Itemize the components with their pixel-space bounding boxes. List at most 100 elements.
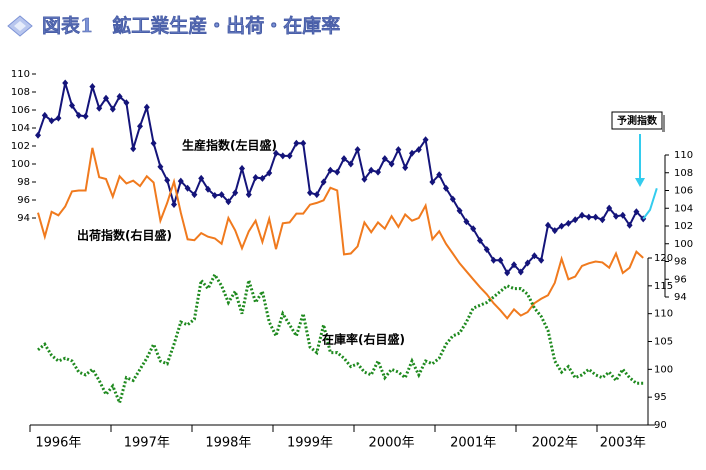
y-tick-label: 102 xyxy=(11,141,30,152)
point-marker xyxy=(35,131,41,139)
point-marker xyxy=(504,269,511,277)
point-marker xyxy=(252,174,259,181)
title-icon xyxy=(7,15,33,37)
point-marker xyxy=(538,256,545,264)
point-marker xyxy=(531,252,538,260)
x-tick-label: 2003年 xyxy=(600,436,646,451)
point-marker xyxy=(361,175,368,183)
point-marker xyxy=(245,191,252,199)
point-marker xyxy=(606,204,613,212)
point-marker xyxy=(456,207,463,215)
point-marker xyxy=(599,216,606,224)
point-marker xyxy=(368,166,375,174)
y-tick-label: 94 xyxy=(17,213,30,224)
point-marker xyxy=(422,136,429,144)
series-label: 生産指数(左目盛) xyxy=(182,138,277,153)
arrow-head xyxy=(635,178,645,187)
point-marker xyxy=(48,117,55,125)
point-marker xyxy=(483,246,490,253)
series-line xyxy=(37,147,644,320)
point-marker xyxy=(334,168,341,176)
point-marker xyxy=(436,171,443,179)
point-marker xyxy=(259,174,266,182)
y2-tick-label: 102 xyxy=(674,221,693,232)
point-marker xyxy=(239,165,245,172)
y3-tick-label: 115 xyxy=(654,281,673,292)
point-marker xyxy=(211,192,218,199)
series-label: 出荷指数(右目盛) xyxy=(77,228,172,243)
point-marker xyxy=(75,111,82,119)
point-marker xyxy=(69,102,75,109)
point-marker xyxy=(449,195,456,203)
y-tick-label: 110 xyxy=(11,69,30,80)
point-marker xyxy=(205,185,211,193)
point-marker xyxy=(157,163,164,171)
point-marker xyxy=(164,176,171,184)
point-marker xyxy=(545,221,551,229)
y2-tick-label: 98 xyxy=(674,257,687,268)
point-marker xyxy=(565,219,572,227)
point-marker xyxy=(198,174,205,182)
series-line xyxy=(37,82,644,275)
point-marker xyxy=(41,111,48,119)
x-tick-label: 1998年 xyxy=(205,436,251,451)
point-marker xyxy=(592,213,599,221)
x-tick-label: 1996年 xyxy=(35,436,81,451)
y-tick-label: 106 xyxy=(11,105,30,116)
series-line xyxy=(642,187,658,220)
point-marker xyxy=(293,139,300,147)
y2-tick-label: 96 xyxy=(674,274,687,285)
y2-tick-label: 108 xyxy=(674,168,693,179)
x-tick-label: 2000年 xyxy=(369,436,415,451)
point-marker xyxy=(551,227,558,235)
y2-tick-label: 100 xyxy=(674,239,693,250)
annotation: 予測指数 xyxy=(617,114,658,127)
point-marker xyxy=(103,94,109,102)
point-marker xyxy=(96,104,103,112)
point-marker xyxy=(320,178,327,186)
point-marker xyxy=(490,256,497,264)
x-tick-label: 1999年 xyxy=(287,436,333,451)
point-marker xyxy=(388,160,395,168)
point-marker xyxy=(286,152,293,160)
point-marker xyxy=(497,256,504,264)
point-marker xyxy=(232,189,239,197)
point-marker xyxy=(279,152,286,160)
point-marker xyxy=(137,122,143,130)
point-marker xyxy=(511,261,517,269)
annotation-shadow xyxy=(662,115,665,132)
point-marker xyxy=(579,211,585,219)
point-marker xyxy=(266,169,273,177)
y-tick-label: 100 xyxy=(11,159,30,170)
point-marker xyxy=(619,211,626,219)
point-marker xyxy=(191,191,198,199)
point-marker xyxy=(395,146,402,154)
x-tick-label: 1997年 xyxy=(124,436,170,451)
y-tick-label: 108 xyxy=(11,87,30,98)
series-label: 在庫率(右目盛) xyxy=(322,332,405,347)
point-marker xyxy=(381,155,388,163)
point-marker xyxy=(130,145,137,153)
point-marker xyxy=(524,259,531,267)
point-marker xyxy=(89,83,96,91)
point-marker xyxy=(327,166,334,174)
point-marker xyxy=(517,268,524,276)
point-marker xyxy=(626,221,633,229)
point-marker xyxy=(307,189,313,197)
point-marker xyxy=(470,225,477,233)
y2-tick-label: 104 xyxy=(674,203,693,214)
point-marker xyxy=(409,149,415,157)
point-marker xyxy=(123,99,130,107)
x-tick-label: 2002年 xyxy=(532,436,578,451)
chart-title: 図表1 鉱工業生産・出荷・在庫率 xyxy=(42,14,340,37)
point-marker xyxy=(62,79,69,87)
y3-tick-label: 120 xyxy=(654,253,673,264)
point-marker xyxy=(109,105,116,113)
point-marker xyxy=(463,218,470,226)
point-marker xyxy=(477,237,483,244)
point-marker xyxy=(558,222,565,230)
series-line xyxy=(37,271,644,408)
y-tick-label: 104 xyxy=(11,123,30,134)
point-marker xyxy=(443,184,449,192)
